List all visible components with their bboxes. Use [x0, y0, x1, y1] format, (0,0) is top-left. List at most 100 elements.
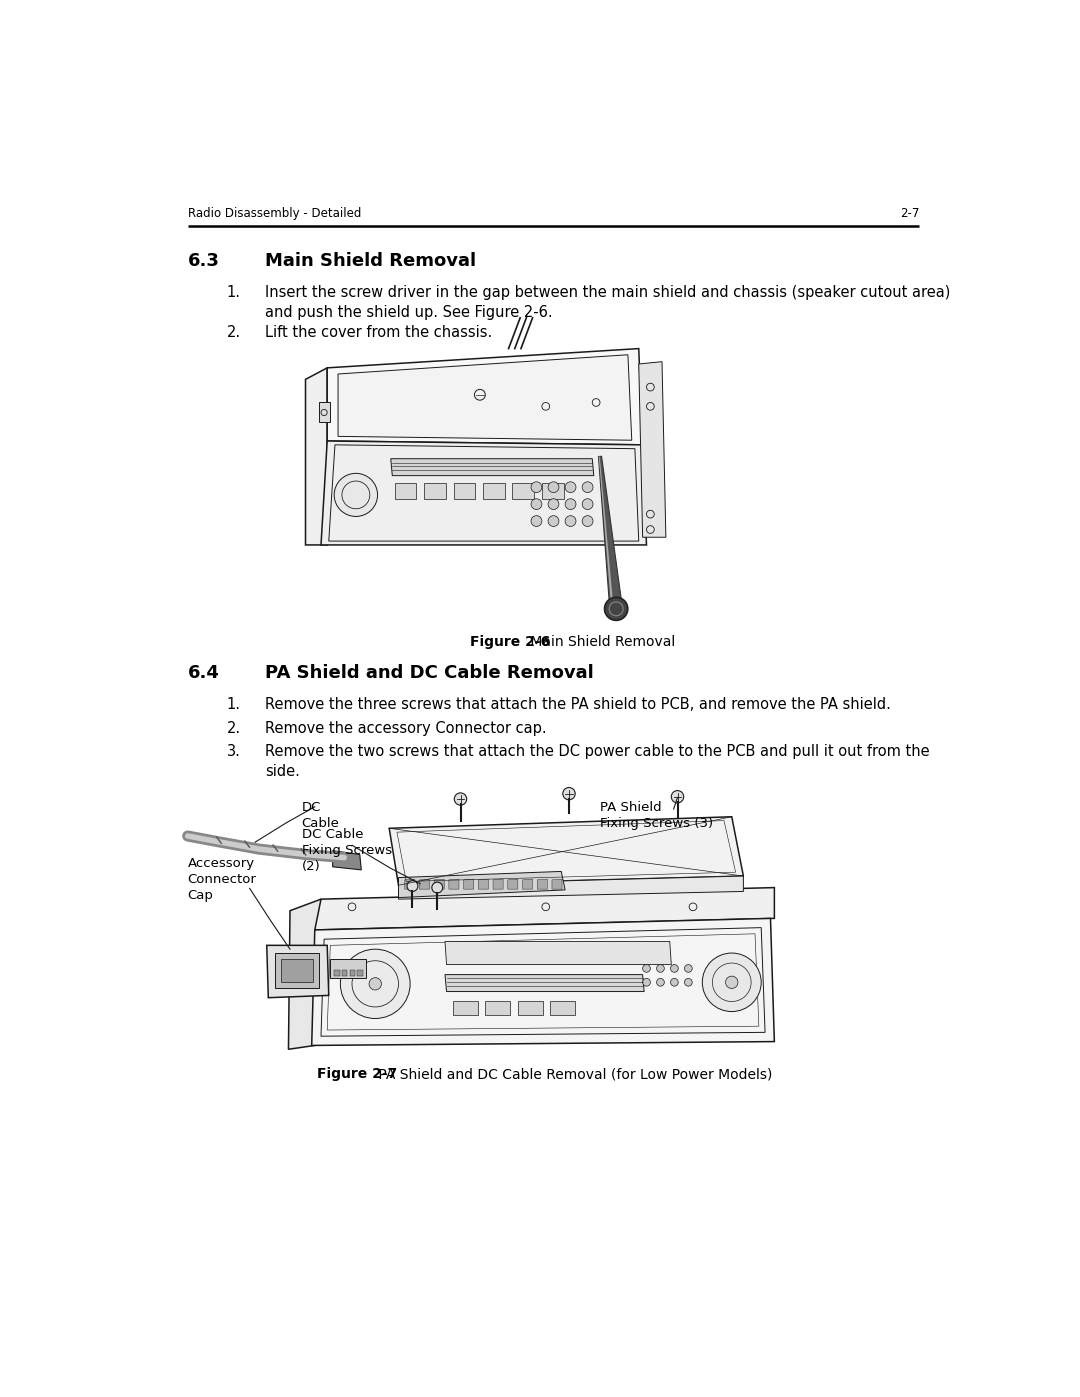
Circle shape: [685, 978, 692, 986]
Polygon shape: [319, 402, 330, 422]
Circle shape: [531, 482, 542, 493]
Polygon shape: [338, 355, 632, 440]
Polygon shape: [598, 457, 613, 604]
Circle shape: [657, 978, 664, 986]
Text: 2.: 2.: [227, 721, 241, 735]
Circle shape: [672, 791, 684, 803]
Text: Figure 2-6: Figure 2-6: [470, 636, 550, 650]
Text: Accessory
Connector
Cap: Accessory Connector Cap: [188, 856, 257, 902]
Circle shape: [643, 978, 650, 986]
Circle shape: [531, 499, 542, 510]
Polygon shape: [394, 483, 416, 499]
Text: 3.: 3.: [227, 743, 241, 759]
Circle shape: [563, 788, 576, 800]
Text: PA Shield and DC Cable Removal (for Low Power Models): PA Shield and DC Cable Removal (for Low …: [375, 1067, 773, 1081]
Polygon shape: [638, 362, 666, 538]
Polygon shape: [389, 817, 743, 886]
Circle shape: [565, 482, 576, 493]
Polygon shape: [445, 942, 672, 964]
Text: 1.: 1.: [227, 285, 241, 300]
Text: Radio Disassembly - Detailed: Radio Disassembly - Detailed: [188, 207, 361, 219]
Circle shape: [531, 515, 542, 527]
Polygon shape: [517, 1000, 542, 1014]
Polygon shape: [330, 960, 366, 978]
Polygon shape: [598, 457, 622, 604]
Polygon shape: [508, 879, 517, 888]
Text: 6.4: 6.4: [188, 665, 219, 682]
Text: Main Shield Removal: Main Shield Removal: [266, 253, 476, 271]
Circle shape: [565, 515, 576, 527]
Bar: [357, 970, 363, 977]
Text: 6.3: 6.3: [188, 253, 219, 271]
Circle shape: [455, 793, 467, 805]
Polygon shape: [478, 879, 488, 888]
Circle shape: [548, 499, 559, 510]
Polygon shape: [551, 1000, 576, 1014]
Polygon shape: [453, 1000, 477, 1014]
Polygon shape: [424, 483, 446, 499]
Polygon shape: [321, 441, 647, 545]
Circle shape: [643, 964, 650, 972]
Polygon shape: [542, 483, 564, 499]
Polygon shape: [327, 349, 643, 444]
Polygon shape: [306, 367, 327, 545]
Polygon shape: [494, 879, 503, 888]
Circle shape: [605, 598, 627, 620]
Circle shape: [582, 499, 593, 510]
Bar: [334, 970, 339, 977]
Polygon shape: [274, 953, 320, 988]
Bar: [342, 970, 348, 977]
Polygon shape: [483, 483, 504, 499]
Polygon shape: [267, 946, 328, 997]
Circle shape: [671, 978, 678, 986]
Text: Remove the three screws that attach the PA shield to PCB, and remove the PA shie: Remove the three screws that attach the …: [266, 697, 891, 712]
Polygon shape: [485, 1000, 510, 1014]
Polygon shape: [419, 879, 430, 888]
Text: Insert the screw driver in the gap between the main shield and chassis (speaker : Insert the screw driver in the gap betwe…: [266, 285, 950, 320]
Text: 2-7: 2-7: [900, 207, 919, 219]
Polygon shape: [281, 960, 313, 982]
Polygon shape: [552, 879, 562, 888]
Text: Lift the cover from the chassis.: Lift the cover from the chassis.: [266, 326, 492, 341]
Circle shape: [432, 882, 443, 893]
Polygon shape: [463, 879, 474, 888]
Polygon shape: [405, 879, 415, 888]
Circle shape: [685, 964, 692, 972]
Polygon shape: [333, 851, 362, 870]
Circle shape: [548, 515, 559, 527]
Circle shape: [582, 515, 593, 527]
Circle shape: [340, 949, 410, 1018]
Circle shape: [582, 482, 593, 493]
Polygon shape: [445, 975, 644, 992]
Text: 1.: 1.: [227, 697, 241, 712]
Polygon shape: [434, 879, 444, 888]
Circle shape: [671, 964, 678, 972]
Circle shape: [657, 964, 664, 972]
Polygon shape: [523, 879, 532, 888]
Circle shape: [565, 499, 576, 510]
Text: Remove the accessory Connector cap.: Remove the accessory Connector cap.: [266, 721, 546, 735]
Text: 2.: 2.: [227, 326, 241, 341]
Polygon shape: [314, 887, 774, 930]
Text: Figure 2-7: Figure 2-7: [318, 1067, 397, 1081]
Polygon shape: [399, 872, 565, 898]
Circle shape: [726, 977, 738, 989]
Bar: [350, 970, 355, 977]
Polygon shape: [312, 918, 774, 1045]
Circle shape: [369, 978, 381, 990]
Polygon shape: [391, 458, 594, 475]
Text: Main Shield Removal: Main Shield Removal: [526, 636, 675, 650]
Text: Remove the two screws that attach the DC power cable to the PCB and pull it out : Remove the two screws that attach the DC…: [266, 743, 930, 780]
Polygon shape: [288, 900, 321, 1049]
Polygon shape: [454, 483, 475, 499]
Polygon shape: [512, 483, 535, 499]
Text: DC
Cable: DC Cable: [301, 800, 339, 830]
Polygon shape: [449, 879, 459, 888]
Circle shape: [334, 474, 378, 517]
Polygon shape: [537, 879, 548, 888]
Circle shape: [407, 880, 418, 891]
Text: DC Cable
Fixing Screws
(2): DC Cable Fixing Screws (2): [301, 828, 392, 873]
Circle shape: [702, 953, 761, 1011]
Circle shape: [548, 482, 559, 493]
Text: PA Shield and DC Cable Removal: PA Shield and DC Cable Removal: [266, 665, 594, 682]
